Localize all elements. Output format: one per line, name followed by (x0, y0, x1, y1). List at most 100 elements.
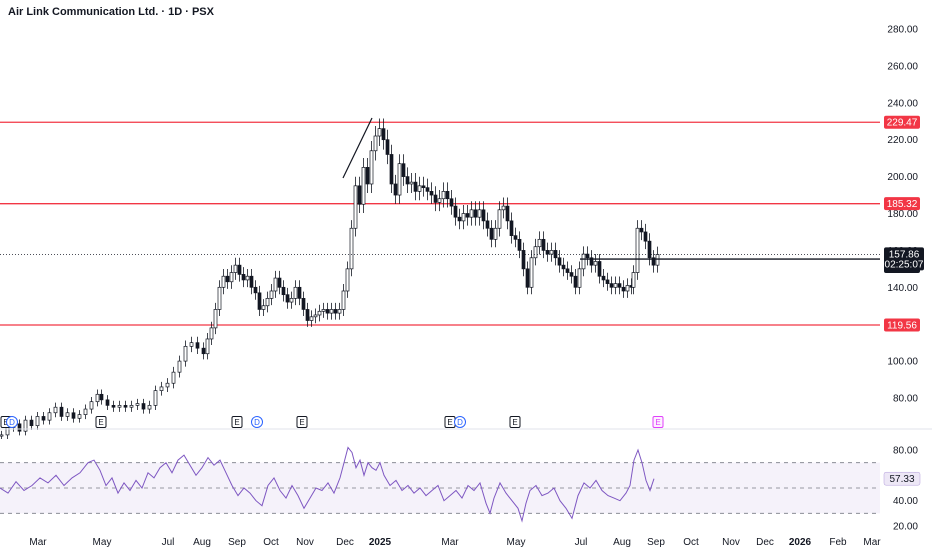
time-tick-label: Sep (228, 537, 246, 548)
candle-body (205, 338, 210, 355)
time-tick-label: Aug (613, 537, 631, 548)
candle-body (589, 257, 594, 266)
candle-body (413, 181, 418, 192)
event-label: E (234, 418, 239, 427)
time-tick-label: May (507, 537, 526, 548)
candle-body (225, 275, 230, 283)
candle-body (389, 154, 394, 185)
candle-body (23, 419, 28, 432)
candle-body (465, 213, 470, 218)
last-price-tag (884, 247, 924, 271)
earnings-marker (296, 416, 308, 428)
price-axis[interactable]: 80.00100.00120.00140.00160.00180.00200.0… (887, 25, 918, 405)
candle-body (349, 227, 354, 270)
candle-body (229, 272, 234, 283)
event-label: D (457, 418, 463, 427)
candle-body (617, 283, 622, 288)
candle-body (357, 185, 362, 205)
price-tick-label: 80.00 (893, 394, 918, 405)
rsi-value-tag (883, 471, 921, 486)
candle-body (365, 167, 370, 185)
candle-body (469, 209, 474, 218)
trendline (342, 117, 373, 179)
rsi-tick-label: 20.00 (893, 522, 918, 533)
time-tick-label: Mar (863, 537, 881, 548)
candle-body (449, 198, 454, 207)
time-tick-label: Oct (683, 537, 699, 548)
candle-body (613, 283, 618, 288)
chart-title: Air Link Communication Ltd. · 1D · PSX (8, 6, 214, 18)
candle-body (213, 309, 218, 329)
candle-body (35, 416, 40, 427)
price-tick-label: 220.00 (887, 135, 918, 146)
candle-body (305, 309, 310, 321)
candle-body (397, 163, 402, 196)
dividend-marker (251, 416, 263, 428)
candle-body (269, 290, 274, 299)
candle-body (525, 268, 530, 288)
price-tick-label: 260.00 (887, 61, 918, 72)
time-tick-label: May (93, 537, 112, 548)
candle-body (647, 240, 652, 259)
countdown-label: 02:25:07 (885, 259, 924, 270)
candle-body (373, 135, 378, 152)
candle-body (0, 434, 4, 437)
candle-body (625, 285, 630, 292)
earnings-marker (231, 416, 243, 428)
candle-body (529, 257, 534, 288)
rsi-series (0, 446, 655, 523)
candle-body (217, 286, 222, 310)
candle-body (17, 423, 22, 432)
candle-body (29, 419, 34, 427)
candle-body (489, 227, 494, 240)
candle-body (481, 209, 486, 222)
level-label: 185.32 (887, 199, 918, 210)
candle-body (237, 264, 242, 275)
candle-body (605, 279, 610, 284)
candle-body (47, 412, 52, 421)
level-tag (884, 115, 920, 129)
upcoming-earnings-marker (652, 416, 664, 428)
candle-body (537, 238, 542, 248)
candle-body (421, 185, 426, 189)
event-label: E (655, 418, 660, 427)
candle-body (71, 412, 76, 419)
time-tick-label: Nov (722, 537, 740, 548)
candle-body (433, 194, 438, 203)
rsi-tick-label: 40.00 (893, 496, 918, 507)
candle-body (485, 220, 490, 229)
earnings-marker (95, 416, 107, 428)
candle-body (249, 275, 254, 288)
candle-body (41, 416, 46, 421)
candle-body (593, 261, 598, 266)
candle-body (135, 403, 140, 406)
candle-body (177, 360, 182, 373)
candle-body (99, 393, 104, 401)
candle-body (545, 250, 550, 255)
candle-body (597, 261, 602, 277)
candle-body (337, 309, 342, 314)
time-axis[interactable]: Mar May Jul Aug Sep Oct Nov Dec 2025 Mar May Jul Aug… (29, 537, 881, 548)
candle-body (417, 185, 422, 192)
event-label: E (299, 418, 304, 427)
rsi-line (0, 446, 655, 523)
candle-body (325, 309, 330, 314)
candle-body (261, 305, 266, 310)
candle-body (513, 235, 518, 240)
candle-body (509, 220, 514, 236)
candle-body (445, 191, 450, 200)
candle-body (159, 386, 164, 391)
price-tick-label: 280.00 (887, 25, 918, 36)
candle-body (59, 406, 64, 417)
price-series (0, 118, 660, 439)
candle-body (123, 405, 128, 408)
candle-body (105, 399, 110, 406)
candle-body (643, 231, 648, 242)
candle-body (425, 187, 430, 192)
candle-body (477, 209, 482, 218)
candle-body (313, 314, 318, 318)
candle-body (621, 286, 626, 292)
candle-body (309, 316, 314, 321)
